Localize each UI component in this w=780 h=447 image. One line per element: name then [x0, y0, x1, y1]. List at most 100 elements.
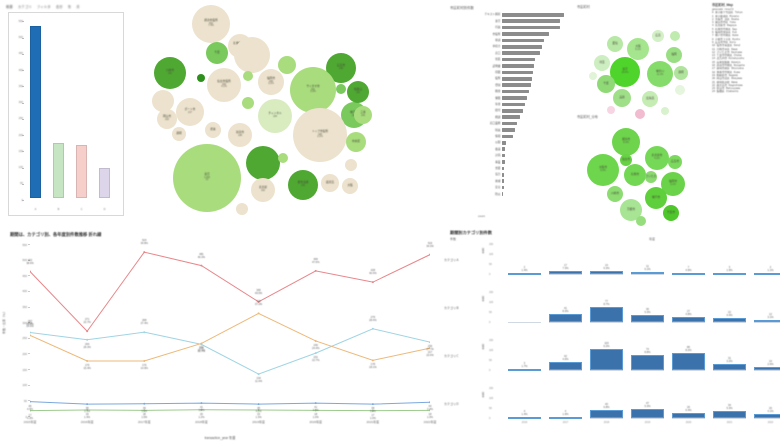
- facet-bar[interactable]: [549, 270, 582, 274]
- cluster-bubble[interactable]: 東京 29.4%: [610, 57, 640, 87]
- facet-bar[interactable]: [549, 417, 582, 419]
- bubble[interactable]: 名古屋 162: [251, 178, 275, 202]
- bar-header-item-4[interactable]: 年: [67, 5, 72, 9]
- facet-bar[interactable]: [631, 314, 664, 322]
- facet-bar[interactable]: [508, 417, 541, 419]
- bubble[interactable]: 福岡市 284 3.2%: [258, 69, 284, 95]
- rank-row[interactable]: 税金: [495, 89, 564, 94]
- facet-bar[interactable]: [631, 408, 664, 418]
- bubble[interactable]: 横浜市役所 502 7.4%: [192, 5, 230, 43]
- cluster-bubble[interactable]: 福岡: [666, 47, 682, 63]
- facet-bar[interactable]: [754, 273, 780, 275]
- line-series[interactable]: [30, 401, 430, 405]
- rank-row[interactable]: 情報: [495, 134, 564, 139]
- bar-column[interactable]: [98, 167, 111, 198]
- bubble[interactable]: [246, 146, 280, 180]
- rank-bar[interactable]: [502, 89, 530, 94]
- line-series[interactable]: [30, 312, 430, 362]
- line-point[interactable]: [30, 270, 31, 273]
- facet-bar[interactable]: [508, 273, 541, 275]
- line-point[interactable]: [257, 409, 260, 412]
- facet-bar[interactable]: [672, 316, 705, 322]
- line-point[interactable]: [314, 402, 317, 405]
- rank-row[interactable]: テキスト解析: [484, 13, 564, 17]
- line-point[interactable]: [143, 409, 146, 412]
- line-point[interactable]: [314, 269, 317, 272]
- bubble[interactable]: [234, 37, 270, 73]
- line-point[interactable]: [429, 341, 430, 344]
- cluster-bubble[interactable]: [636, 216, 646, 226]
- cluster-bubble[interactable]: [670, 31, 680, 41]
- line-point[interactable]: [30, 409, 31, 412]
- bubble[interactable]: 鹿児島: [321, 174, 339, 192]
- cluster-bubble[interactable]: 千葉市: [663, 205, 679, 221]
- bubble[interactable]: [345, 159, 357, 171]
- bubble[interactable]: [152, 90, 174, 112]
- line-point[interactable]: [143, 359, 146, 362]
- cluster-bubble[interactable]: 広島: [652, 30, 664, 42]
- rank-row[interactable]: 年金: [495, 102, 564, 107]
- rank-bar[interactable]: [502, 102, 526, 107]
- rank-bar[interactable]: [502, 32, 549, 36]
- rank-row[interactable]: 手続き: [492, 45, 564, 49]
- line-point[interactable]: [257, 312, 260, 315]
- bubble[interactable]: 都市流通 159: [288, 170, 318, 200]
- rank-row[interactable]: 会議: [495, 147, 564, 151]
- rank-row[interactable]: 防災: [495, 192, 564, 196]
- bubble[interactable]: 熊本: [205, 122, 221, 138]
- bubble[interactable]: チャンネル 194: [258, 99, 292, 133]
- cluster-bubble[interactable]: 名古屋市 4.2%: [645, 146, 669, 170]
- rank-bar[interactable]: [502, 153, 505, 158]
- cluster-bubble[interactable]: [635, 109, 645, 119]
- facet-bar[interactable]: [754, 414, 780, 418]
- rank-bar[interactable]: [502, 134, 513, 139]
- line-point[interactable]: [257, 300, 260, 303]
- facet-bar[interactable]: [590, 271, 623, 274]
- bubble[interactable]: [197, 74, 205, 82]
- line-point[interactable]: [30, 334, 31, 337]
- rank-bar[interactable]: [502, 179, 504, 183]
- line-point[interactable]: [371, 403, 374, 406]
- rank-bar[interactable]: [502, 13, 564, 17]
- cluster-bubble[interactable]: 仙台市: [620, 154, 632, 166]
- rank-bar[interactable]: [502, 121, 517, 126]
- facet-bar[interactable]: [631, 271, 664, 274]
- line-point[interactable]: [371, 327, 374, 330]
- line-point[interactable]: [200, 402, 203, 405]
- facet-bar[interactable]: [549, 313, 582, 322]
- bar-column[interactable]: [29, 26, 42, 198]
- cluster-bubble[interactable]: さいたま: [645, 171, 657, 183]
- line-point[interactable]: [371, 409, 374, 412]
- facet-bar[interactable]: [549, 361, 582, 370]
- facet-bar[interactable]: [631, 355, 664, 370]
- bubble[interactable]: [243, 71, 253, 81]
- rank-bar[interactable]: [502, 57, 536, 62]
- cluster-bubble[interactable]: 北海道: [642, 91, 658, 107]
- rank-bar[interactable]: [502, 173, 505, 177]
- cluster-bubble[interactable]: 神戸市: [645, 187, 667, 209]
- line-point[interactable]: [30, 331, 31, 334]
- rank-row[interactable]: 給付: [495, 109, 564, 113]
- bubble[interactable]: 静岡: [172, 127, 186, 141]
- bubble[interactable]: サイタマ市 241 3.0%: [290, 67, 336, 113]
- line-point[interactable]: [30, 400, 31, 403]
- facet-bar[interactable]: [713, 317, 746, 322]
- line-point[interactable]: [143, 251, 146, 254]
- facet-bar[interactable]: [508, 369, 541, 371]
- facet-bar[interactable]: [590, 349, 623, 370]
- line-series[interactable]: [30, 251, 430, 333]
- cluster-bubble[interactable]: 京都市: [620, 199, 642, 221]
- cluster-bubble[interactable]: 静岡: [674, 66, 688, 80]
- rank-bar[interactable]: [502, 115, 521, 119]
- rank-row[interactable]: 役所: [495, 77, 564, 81]
- rank-row[interactable]: 行政: [495, 25, 564, 30]
- bar-column[interactable]: [52, 143, 65, 198]
- cluster-bubble[interactable]: 広島市: [668, 155, 682, 169]
- line-point[interactable]: [257, 403, 260, 406]
- cluster-bubble[interactable]: 愛知: [607, 36, 623, 52]
- bar-header-item-2[interactable]: フィルタ: [36, 5, 51, 9]
- bubble[interactable]: 中央区: [346, 132, 366, 152]
- cluster-bubble[interactable]: 埼玉: [594, 55, 610, 71]
- line-series[interactable]: [30, 409, 430, 412]
- cluster-bubble[interactable]: 大阪市 5.0%: [587, 154, 619, 186]
